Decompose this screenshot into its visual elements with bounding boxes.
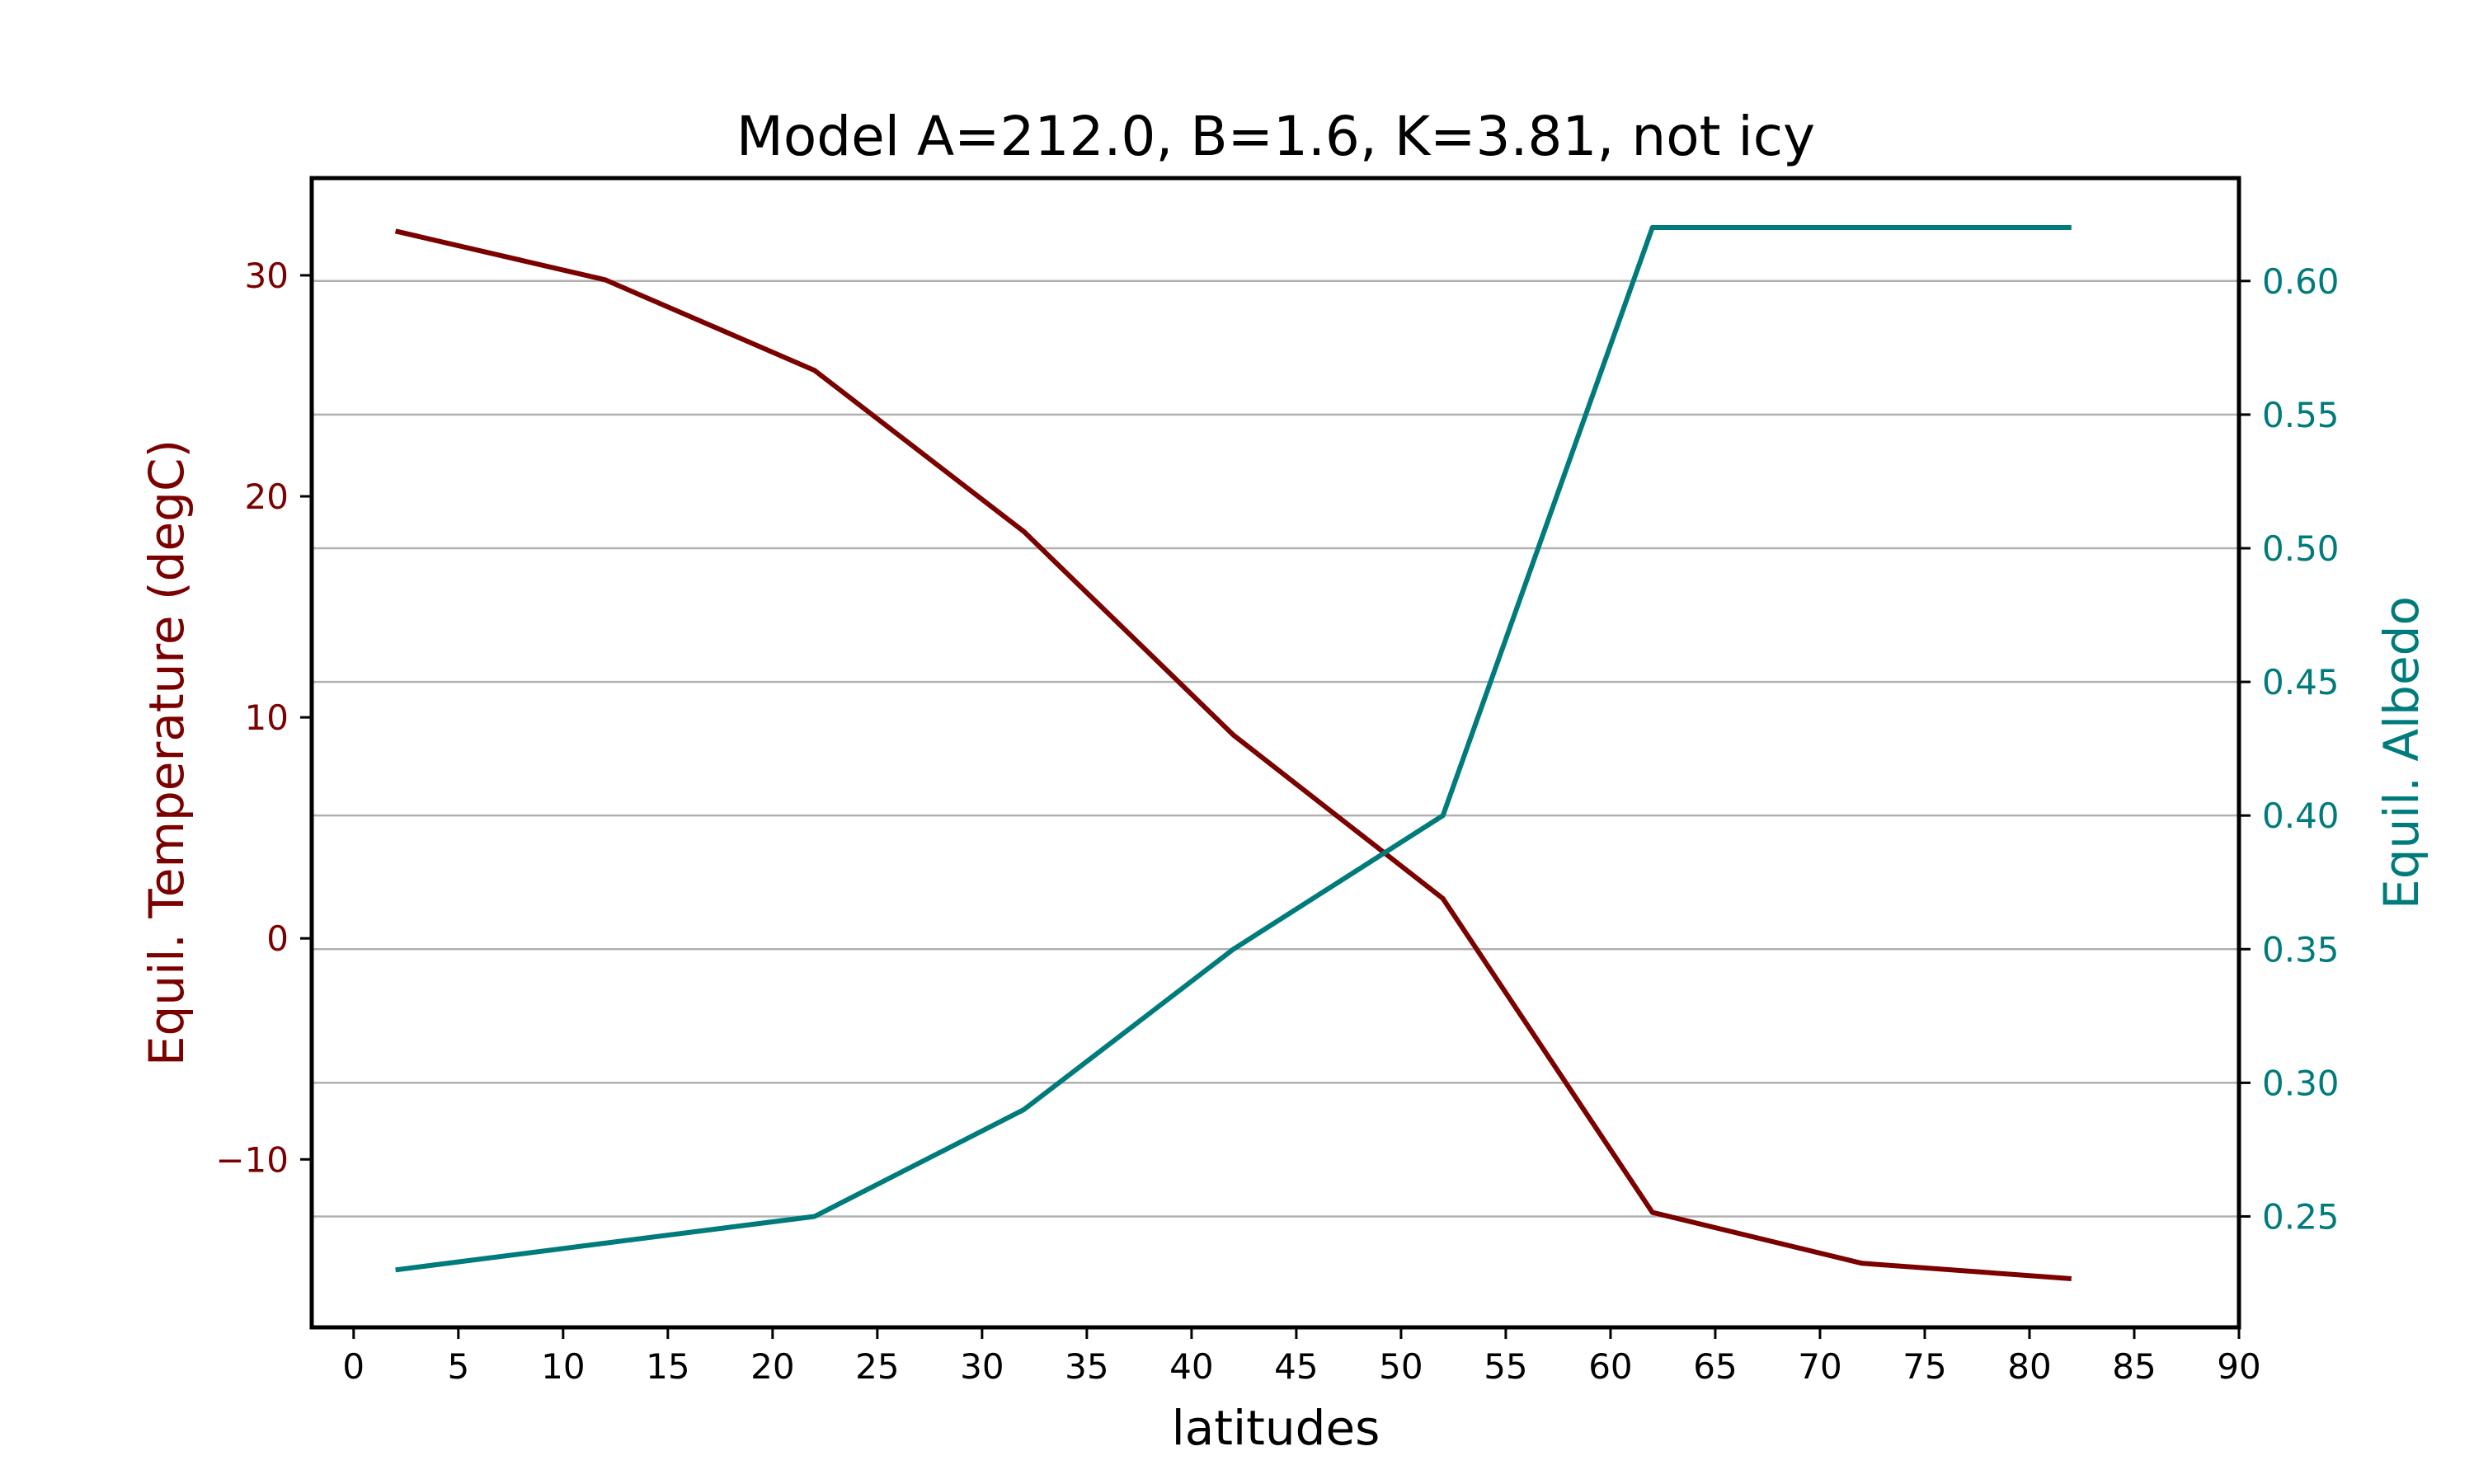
x-tick-label-2: 10 <box>541 1346 585 1387</box>
x-tick-label-14: 70 <box>1798 1346 1841 1387</box>
y-left-tick-label-2: 10 <box>245 697 289 738</box>
y-right-tick-label-4: 0.45 <box>2262 662 2340 702</box>
y-right-tick-label-3: 0.40 <box>2262 796 2340 836</box>
x-tick-label-17: 85 <box>2112 1346 2156 1387</box>
x-tick-label-8: 40 <box>1169 1346 1213 1387</box>
y-left-tick-label-0: −10 <box>215 1139 289 1180</box>
x-axis-label: latitudes <box>1172 1400 1380 1456</box>
temperature-series-line <box>394 228 2072 1281</box>
x-tick-label-9: 45 <box>1274 1346 1318 1387</box>
y-axis-label-left: Equil. Temperature (degC) <box>139 439 195 1066</box>
x-tick-label-5: 25 <box>855 1346 899 1387</box>
x-axis-ticks: 0 5 10 15 20 25 30 35 40 45 50 55 60 65 70 75 80 85 90 <box>342 1327 2261 1387</box>
albedo-series-line <box>395 225 2072 1273</box>
y-right-tick-label-7: 0.60 <box>2262 261 2340 302</box>
y-right-tick-label-6: 0.55 <box>2262 395 2340 435</box>
y-left-tick-label-1: 0 <box>266 918 289 959</box>
x-tick-label-11: 55 <box>1484 1346 1527 1387</box>
x-tick-label-15: 75 <box>1903 1346 1946 1387</box>
y-right-tick-label-5: 0.50 <box>2262 528 2340 569</box>
x-tick-label-1: 5 <box>447 1346 469 1387</box>
x-tick-label-16: 80 <box>2007 1346 2051 1387</box>
y-axis-label-right: Equil. Albedo <box>2373 596 2429 909</box>
chart-title: Model A=212.0, B=1.6, K=3.81, not icy <box>736 105 1815 168</box>
y-left-tick-label-3: 20 <box>245 477 289 517</box>
x-tick-label-4: 20 <box>750 1346 794 1387</box>
y-right-tick-label-0: 0.25 <box>2262 1196 2340 1237</box>
y-left-tick-label-4: 30 <box>245 256 289 296</box>
series-layer <box>394 225 2072 1281</box>
plot-frame <box>309 176 2241 1330</box>
x-tick-label-7: 35 <box>1065 1346 1108 1387</box>
x-tick-label-3: 15 <box>646 1346 689 1387</box>
y-right-tick-label-1: 0.30 <box>2262 1063 2340 1103</box>
grid-layer <box>312 279 2239 1218</box>
right-axis-ticks: 0.25 0.30 0.35 0.40 0.45 0.50 0.55 0.60 <box>2239 261 2340 1237</box>
x-tick-label-13: 65 <box>1693 1346 1737 1387</box>
x-tick-label-18: 90 <box>2217 1346 2260 1387</box>
x-tick-label-0: 0 <box>342 1346 365 1387</box>
x-tick-label-12: 60 <box>1588 1346 1632 1387</box>
left-axis-ticks: −10 0 10 20 30 <box>215 256 312 1180</box>
x-tick-label-10: 50 <box>1379 1346 1423 1387</box>
y-right-tick-label-2: 0.35 <box>2262 929 2340 970</box>
x-tick-label-6: 30 <box>960 1346 1004 1387</box>
